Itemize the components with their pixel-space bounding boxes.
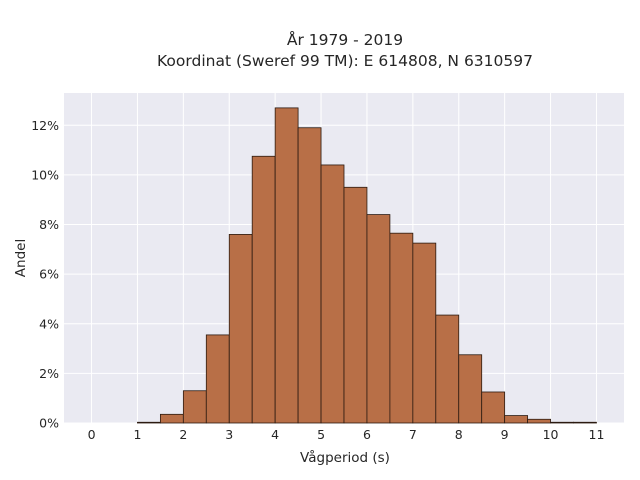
x-tick-label: 1 xyxy=(133,427,141,442)
bar-18 xyxy=(550,421,574,424)
bar-1 xyxy=(159,413,184,424)
bar-10 xyxy=(366,214,391,424)
bars xyxy=(137,107,597,424)
bar-15 xyxy=(481,391,506,424)
x-tick-label: 9 xyxy=(501,427,509,442)
bar-7 xyxy=(297,127,322,424)
bar-17 xyxy=(527,418,551,424)
bar-6 xyxy=(274,107,299,424)
bar-3 xyxy=(205,334,230,424)
bar-11 xyxy=(389,232,414,424)
x-tick-label: 2 xyxy=(179,427,187,442)
bar-8 xyxy=(320,164,345,424)
y-tick-label: 12% xyxy=(31,118,59,133)
bar-13 xyxy=(435,314,460,424)
x-tick-label: 10 xyxy=(543,427,559,442)
x-tick-label: 8 xyxy=(455,427,463,442)
x-tick-label: 7 xyxy=(409,427,417,442)
x-tick-label: 5 xyxy=(317,427,325,442)
x-tick-label: 4 xyxy=(271,427,279,442)
y-tick-label: 0% xyxy=(39,416,59,431)
x-tick-label: 6 xyxy=(363,427,371,442)
chart-title: År 1979 - 2019 xyxy=(287,30,403,49)
y-axis-label: Andel xyxy=(13,239,29,277)
bar-4 xyxy=(228,234,253,424)
chart-subtitle: Koordinat (Sweref 99 TM): E 614808, N 63… xyxy=(157,52,533,70)
x-axis-label: Vågperiod (s) xyxy=(300,449,390,466)
bar-9 xyxy=(343,186,368,424)
bar-0 xyxy=(137,421,161,424)
x-tick-label: 0 xyxy=(88,427,96,442)
bar-16 xyxy=(504,415,529,424)
x-tick-label: 3 xyxy=(225,427,233,442)
bar-12 xyxy=(412,242,437,424)
bar-19 xyxy=(573,421,597,424)
bar-2 xyxy=(182,390,207,424)
y-tick-label: 8% xyxy=(39,217,59,232)
bar-14 xyxy=(458,354,483,424)
x-axis-ticks: 0 1 2 3 4 5 6 7 8 9 10 11 xyxy=(88,427,605,442)
y-tick-label: 2% xyxy=(39,366,59,381)
x-tick-label: 11 xyxy=(589,427,605,442)
bar-5 xyxy=(251,155,276,424)
y-axis-ticks: 0% 2% 4% 6% 8% 10% 12% xyxy=(31,118,59,431)
y-tick-label: 10% xyxy=(31,167,59,182)
y-tick-label: 4% xyxy=(39,316,59,331)
y-tick-label: 6% xyxy=(39,267,59,282)
